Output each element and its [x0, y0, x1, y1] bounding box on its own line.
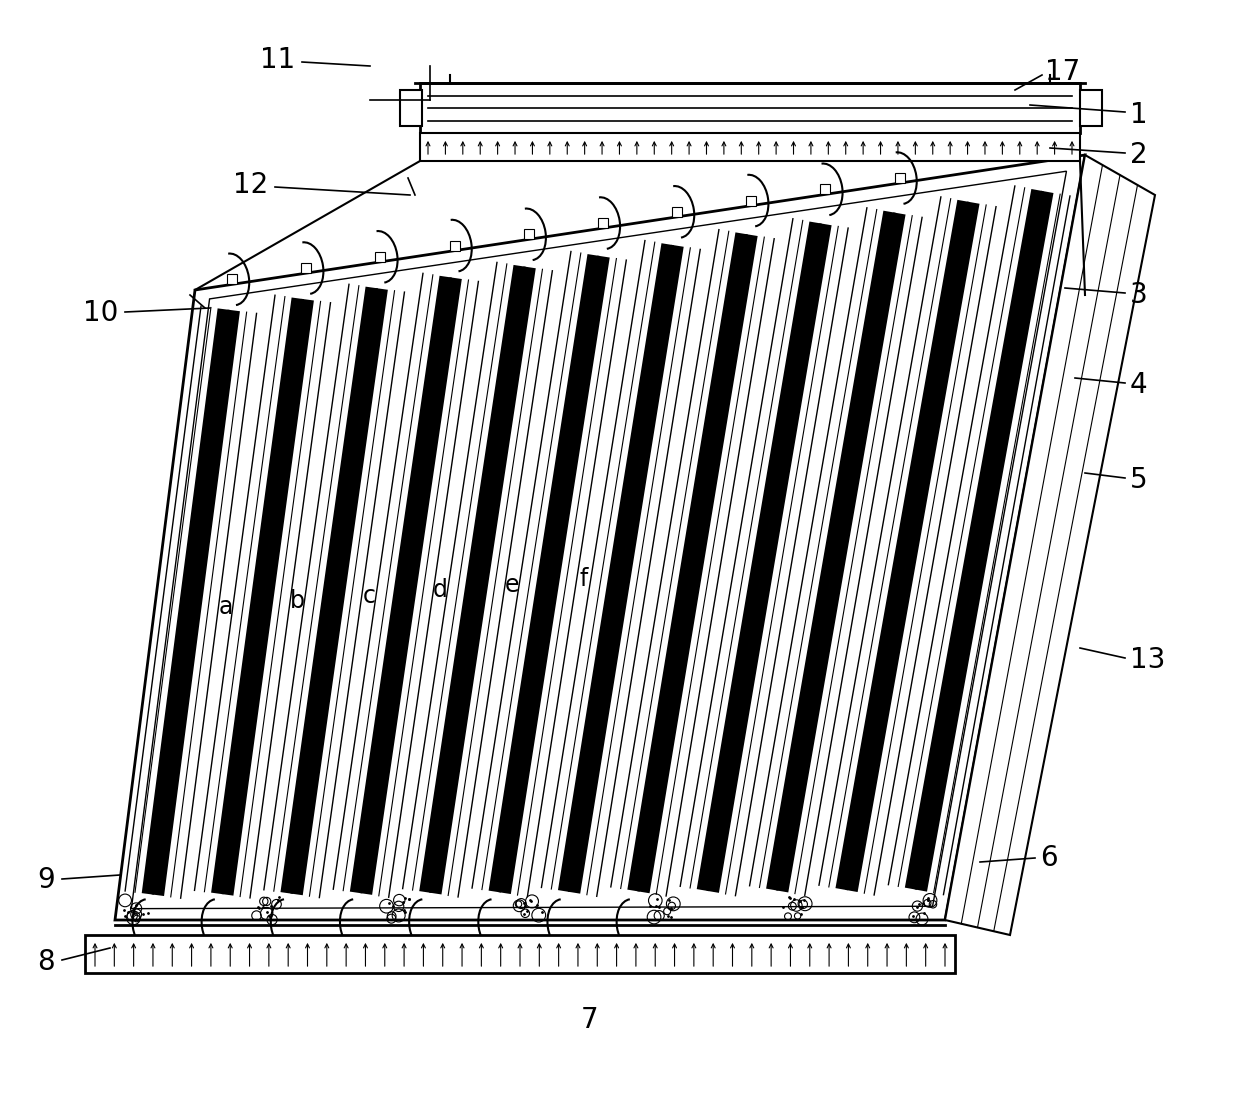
Bar [821, 184, 831, 194]
Polygon shape [115, 155, 1085, 920]
Text: d: d [433, 579, 448, 603]
Bar [598, 219, 608, 228]
Bar [523, 229, 533, 239]
Polygon shape [945, 155, 1154, 935]
Text: 7: 7 [582, 1006, 599, 1034]
Text: 2: 2 [1130, 141, 1148, 169]
Text: 12: 12 [233, 171, 268, 199]
Bar [420, 133, 1080, 161]
Bar [746, 195, 756, 205]
Text: 13: 13 [1130, 646, 1166, 674]
Bar [376, 251, 386, 262]
Bar [1080, 90, 1102, 126]
Text: f: f [579, 568, 588, 592]
Text: 10: 10 [83, 299, 118, 327]
Bar [450, 240, 460, 250]
Bar [401, 90, 422, 126]
Text: 8: 8 [37, 948, 55, 976]
Text: 11: 11 [259, 46, 295, 74]
Bar [894, 173, 905, 183]
Bar [420, 83, 1080, 133]
Text: 3: 3 [1130, 281, 1148, 309]
Bar [672, 206, 682, 217]
Text: 5: 5 [1130, 466, 1148, 494]
Text: 9: 9 [37, 866, 55, 894]
Text: b: b [290, 590, 305, 614]
Text: 6: 6 [1040, 844, 1058, 872]
Bar [227, 274, 237, 284]
Text: a: a [218, 595, 233, 618]
Text: 1: 1 [1130, 101, 1148, 128]
Text: 17: 17 [1045, 58, 1080, 86]
Text: e: e [505, 573, 520, 597]
Bar [301, 264, 311, 273]
Text: c: c [362, 584, 376, 608]
Bar [86, 935, 955, 973]
Text: 4: 4 [1130, 371, 1148, 399]
